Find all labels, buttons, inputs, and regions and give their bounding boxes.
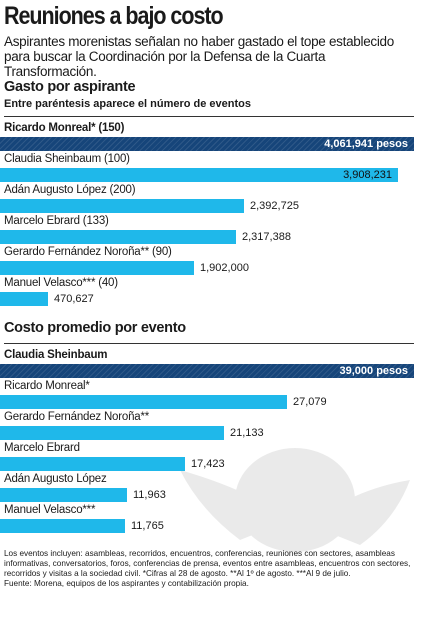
value-label: 3,908,231	[343, 169, 392, 181]
category-label: Ricardo Monreal*	[4, 380, 90, 392]
value-label: 1,902,000	[200, 262, 249, 274]
bar	[0, 199, 244, 213]
section1-note: Entre paréntesis aparece el número de ev…	[4, 98, 251, 110]
bar	[0, 488, 127, 502]
value-label: 470,627	[54, 293, 94, 305]
bar	[0, 364, 414, 378]
value-label: 17,423	[191, 458, 225, 470]
bar	[0, 261, 194, 275]
footer-source: Fuente: Morena, equipos de los aspirante…	[4, 579, 249, 588]
page-title: Reuniones a bajo costo	[4, 2, 224, 30]
footer-notes: Los eventos incluyen: asambleas, recorri…	[4, 549, 418, 589]
value-label: 21,133	[230, 427, 264, 439]
category-label: Manuel Velasco*** (40)	[4, 277, 118, 289]
value-label: 27,079	[293, 396, 327, 408]
category-label: Gerardo Fernández Noroña**	[4, 411, 150, 423]
value-label: 2,392,725	[250, 200, 299, 212]
page-subtitle: Aspirantes morenistas señalan no haber g…	[4, 34, 394, 79]
value-label: 4,061,941 pesos	[324, 138, 408, 150]
bar	[0, 230, 236, 244]
bar	[0, 519, 125, 533]
footer-text: Los eventos incluyen: asambleas, recorri…	[4, 549, 411, 578]
section1-title: Gasto por aspirante	[4, 79, 136, 95]
bar	[0, 292, 48, 306]
bar	[0, 395, 287, 409]
bar	[0, 137, 414, 151]
category-label: Adán Augusto López (200)	[4, 184, 136, 196]
section2-divider	[4, 343, 414, 344]
value-label: 39,000 pesos	[339, 365, 409, 377]
category-label: Claudia Sheinbaum (100)	[4, 153, 130, 165]
section2-title: Costo promedio por evento	[4, 320, 186, 336]
category-label: Ricardo Monreal* (150)	[4, 122, 125, 134]
section1-divider	[4, 116, 414, 117]
category-label: Adán Augusto López	[4, 473, 107, 485]
category-label: Gerardo Fernández Noroña** (90)	[4, 246, 172, 258]
category-label: Marcelo Ebrard (133)	[4, 215, 109, 227]
value-label: 11,765	[131, 520, 164, 532]
category-label: Claudia Sheinbaum	[4, 349, 108, 361]
bar	[0, 426, 224, 440]
bar	[0, 457, 185, 471]
category-label: Manuel Velasco***	[4, 504, 96, 516]
category-label: Marcelo Ebrard	[4, 442, 80, 454]
value-label: 11,963	[133, 489, 166, 501]
bar	[0, 168, 398, 182]
value-label: 2,317,388	[242, 231, 291, 243]
eagle-watermark-icon	[180, 448, 410, 552]
